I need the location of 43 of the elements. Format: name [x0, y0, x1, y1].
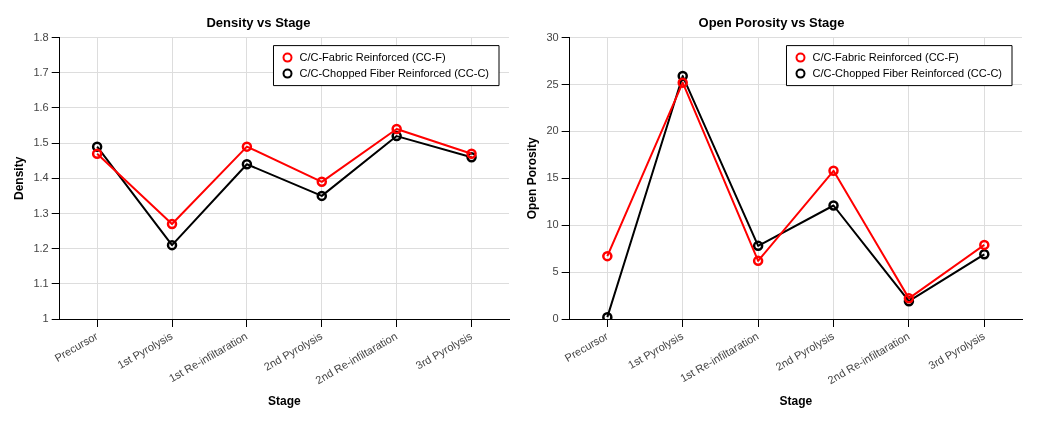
y-tick-label: 1.2: [33, 241, 49, 254]
chart-title: Open Porosity vs Stage: [698, 15, 845, 31]
legend-label: C/C-Fabric Reinforced (CC-F): [299, 50, 446, 63]
y-tick-label: 1.1: [33, 276, 49, 289]
y-axis-title: Open Porosity: [524, 136, 539, 220]
point: [241, 158, 253, 170]
point: [752, 240, 764, 252]
point: [91, 148, 103, 159]
y-tick-label: 25: [546, 77, 559, 90]
point: [166, 218, 178, 230]
point: [602, 250, 613, 262]
legend-label: C/C-Chopped Fiber Reinforced (CC-C): [812, 66, 1003, 79]
point: [828, 200, 839, 211]
y-tick-label: 1.6: [33, 100, 49, 113]
point: [316, 190, 328, 202]
y-tick-label: 1.3: [33, 206, 49, 219]
point: [166, 239, 178, 251]
point: [677, 77, 688, 88]
chart-title: Density vs Stage: [206, 15, 311, 31]
y-tick-label: 1.7: [33, 65, 49, 78]
point: [828, 165, 839, 177]
y-tick-label: 15: [546, 171, 559, 184]
legend-label: C/C-Fabric Reinforced (CC-F): [812, 50, 959, 63]
point: [466, 148, 477, 159]
y-tick-label: 1.5: [33, 136, 49, 149]
y-tick-label: 1: [42, 312, 49, 325]
x-axis-title: Stage: [268, 394, 302, 409]
y-axis-title: Density: [11, 156, 26, 200]
y-tick-label: 30: [546, 30, 559, 43]
point: [391, 123, 402, 135]
y-tick-label: 5: [552, 265, 559, 278]
y-tick-label: 10: [546, 218, 559, 231]
point: [241, 141, 253, 152]
x-axis-title: Stage: [779, 394, 813, 409]
y-tick-label: 20: [546, 124, 559, 137]
point: [316, 176, 328, 188]
point: [979, 249, 990, 260]
point: [752, 255, 764, 267]
y-tick-label: 0: [552, 312, 559, 325]
y-tick-label: 1.4: [33, 171, 49, 184]
y-tick-label: 1.8: [33, 30, 49, 43]
legend-label: C/C-Chopped Fiber Reinforced (CC-C): [299, 66, 490, 79]
point: [979, 239, 990, 251]
